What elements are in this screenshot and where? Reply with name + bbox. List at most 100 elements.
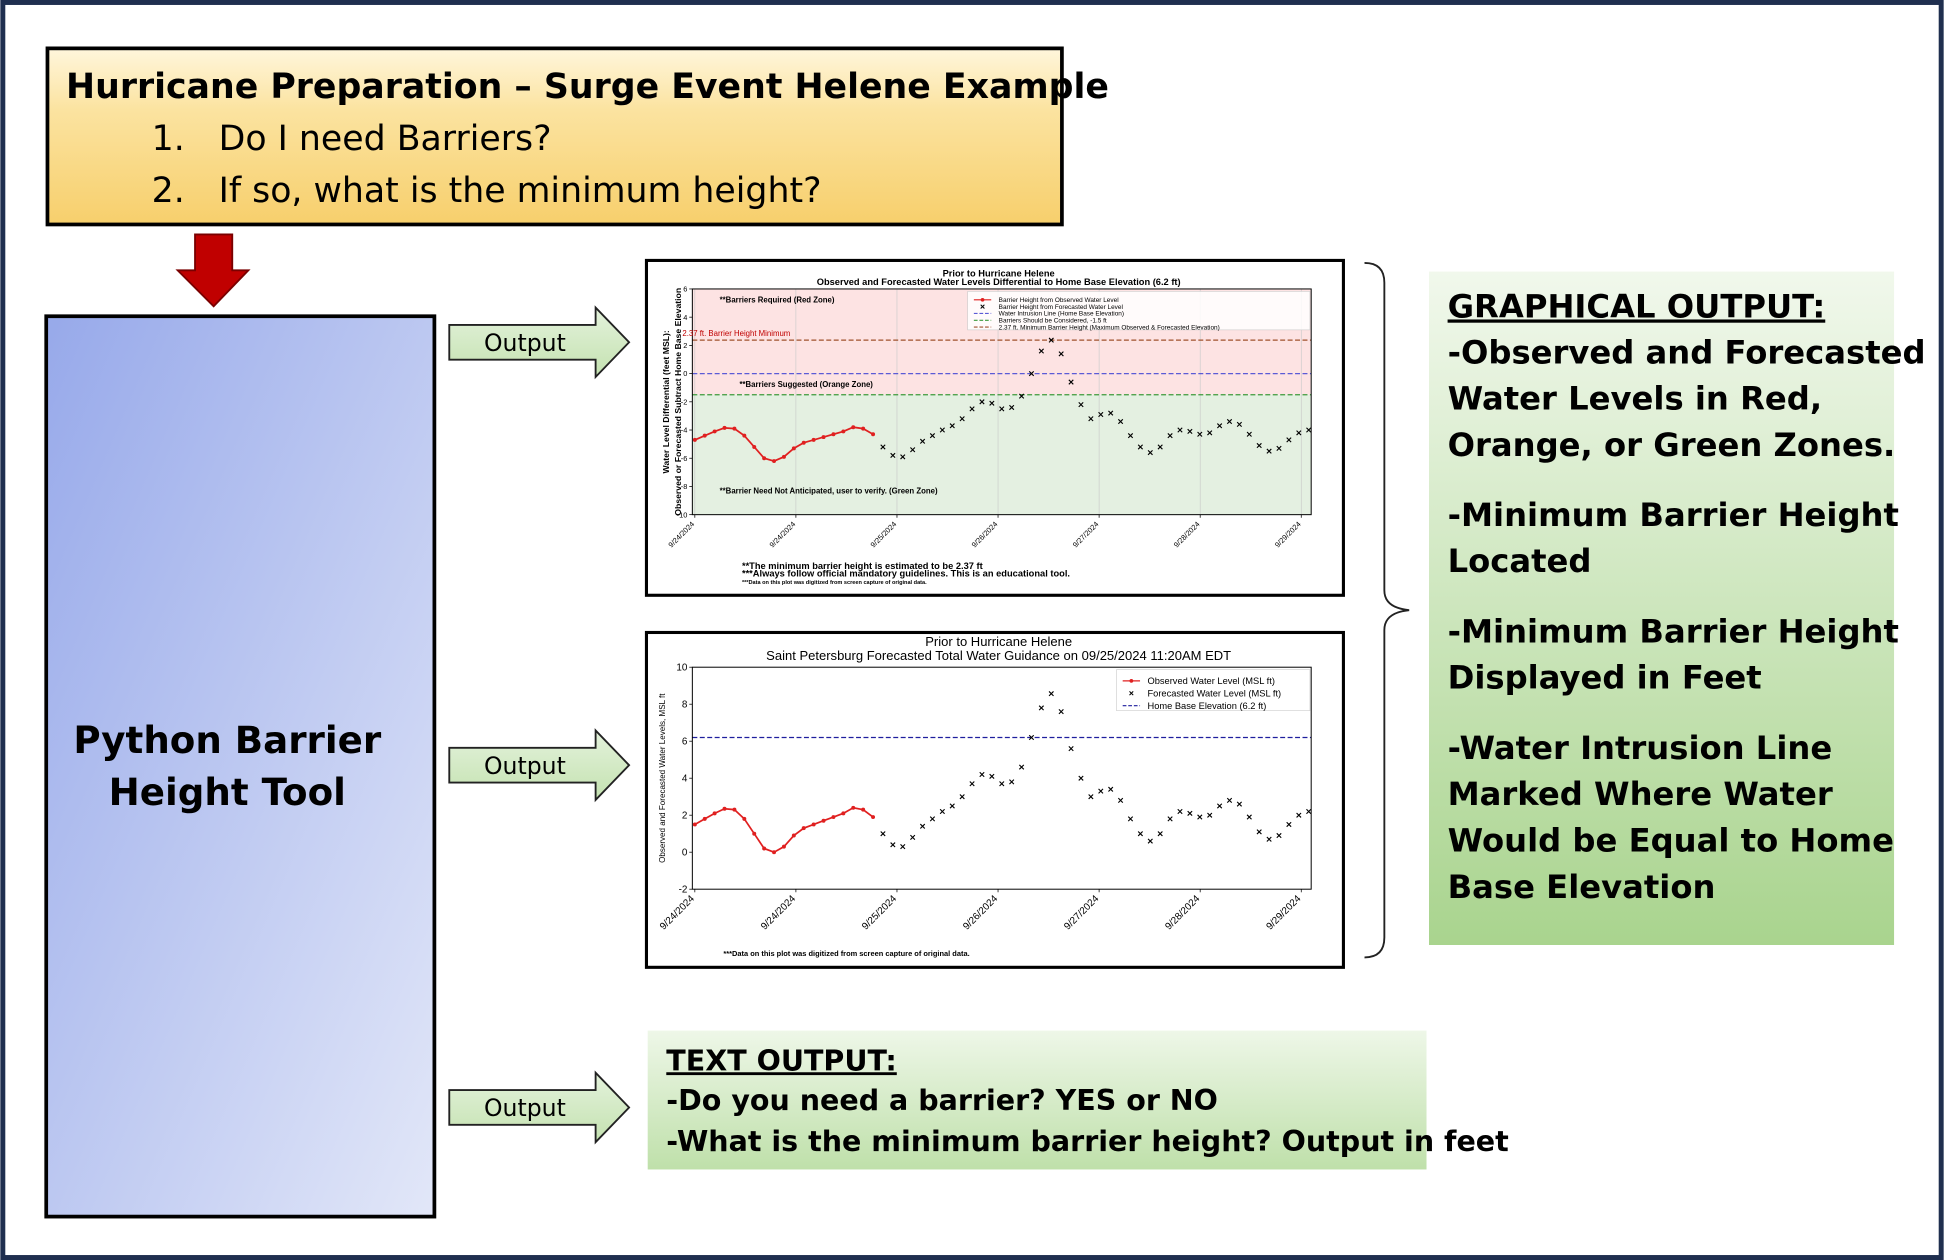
data-point: [1187, 810, 1193, 816]
data-point: [712, 811, 717, 816]
data-point: [1147, 838, 1153, 844]
data-point: [959, 416, 965, 422]
data-point: [1276, 832, 1282, 839]
data-point: [1246, 431, 1252, 437]
data-point: [781, 454, 786, 459]
chart-title: Prior to Hurricane Helene: [925, 634, 1072, 649]
note: ***Data on this plot was digitized from …: [723, 949, 969, 958]
legend-label: Forecasted Water Level (MSL ft): [1147, 689, 1281, 699]
data-point: [1137, 831, 1144, 837]
data-point: [762, 846, 767, 851]
data-point: [821, 818, 826, 823]
data-point: [1197, 431, 1203, 437]
data-point: [1187, 428, 1193, 435]
data-point: [1157, 831, 1163, 837]
data-point: [702, 433, 707, 438]
data-point: [979, 399, 985, 405]
tool-label: Python Barrier: [73, 718, 381, 762]
data-point: [999, 406, 1005, 412]
data-point: [1216, 803, 1223, 809]
panel-line: Located: [1448, 542, 1592, 580]
data-point: [1108, 410, 1114, 416]
legend-label: Barriers Should be Considered, -1.5 ft: [999, 318, 1107, 325]
data-point: [1117, 797, 1124, 804]
panel-line: Orange, or Green Zones.: [1448, 426, 1896, 464]
data-point: [871, 815, 876, 820]
data-point: [772, 850, 777, 855]
data-point: [989, 400, 995, 406]
data-point: [1246, 814, 1252, 820]
data-point: [1117, 418, 1124, 425]
panel-line: -Minimum Barrier Height: [1448, 612, 1899, 650]
output-arrow: Output: [448, 728, 631, 803]
data-point: [969, 781, 975, 787]
list-item: Do I need Barriers?: [219, 119, 552, 159]
data-point: [1266, 448, 1272, 454]
y-tick-label: -6: [681, 454, 688, 463]
data-point: [1207, 812, 1213, 818]
y-tick-label: -8: [681, 482, 688, 491]
chart-subtitle: Observed and Forecasted Water Levels Dif…: [817, 277, 1181, 287]
data-point: [1058, 351, 1064, 357]
data-point: [1256, 442, 1262, 449]
data-point: [1236, 801, 1243, 807]
data-point: [1147, 449, 1153, 456]
data-point: [742, 433, 747, 438]
plot-frame: [691, 288, 1312, 516]
note: **The minimum barrier height is estimate…: [742, 561, 983, 571]
data-point: [1276, 445, 1282, 451]
data-point: [791, 446, 796, 451]
data-point: [1038, 705, 1044, 711]
graphical-output-panel: [1428, 271, 1895, 945]
data-point: [1048, 691, 1054, 697]
chart-title: Prior to Hurricane Helene: [943, 269, 1055, 279]
panel-line: -Minimum Barrier Height: [1448, 496, 1899, 534]
data-point: [752, 444, 757, 449]
data-point: [1226, 797, 1233, 804]
data-point: [811, 822, 816, 827]
y-tick-label: 8: [682, 700, 688, 711]
y-axis-label: Observed or Forecasted Subtract Home Bas…: [673, 288, 683, 516]
data-point: [1009, 779, 1015, 785]
data-point: [919, 823, 926, 829]
data-point: [890, 842, 896, 848]
list-number: 1.: [152, 119, 185, 159]
data-point: [1296, 812, 1302, 818]
list-number: 2.: [152, 171, 185, 211]
annotation: **Barriers Required (Red Zone): [720, 296, 835, 305]
legend-swatch: [980, 297, 985, 302]
y-axis-label: Observed and Forecasted Water Levels, MS…: [658, 693, 667, 863]
note: ***Always follow official mandatory guid…: [742, 569, 1070, 579]
y-tick-label: 6: [683, 285, 687, 294]
y-tick-label: 6: [682, 737, 688, 748]
data-point: [861, 426, 866, 431]
data-point: [959, 794, 965, 800]
data-point: [811, 437, 816, 442]
y-tick-label: 10: [676, 663, 688, 674]
output-arrow: Output: [448, 1070, 631, 1145]
panel-line: Base Elevation: [1448, 868, 1716, 906]
y-tick-label: 2: [682, 811, 688, 822]
data-point: [1157, 444, 1163, 450]
data-point: [1197, 814, 1203, 820]
y-tick-label: -10: [677, 510, 688, 519]
data-point: [1098, 411, 1104, 418]
data-point: [1286, 821, 1292, 828]
data-point: [1177, 808, 1183, 815]
data-point: [851, 425, 856, 430]
zone: [692, 394, 1312, 515]
data-point: [732, 807, 737, 812]
annotation: **Barriers Suggested (Orange Zone): [739, 380, 873, 389]
tool-box: [44, 314, 437, 1219]
data-point: [949, 423, 955, 429]
data-point: [1068, 379, 1074, 385]
data-point: [1167, 816, 1173, 822]
data-point: [821, 435, 826, 440]
data-point: [1038, 348, 1044, 354]
data-point: [781, 844, 786, 849]
data-point: [1216, 423, 1223, 429]
data-point: [851, 805, 856, 810]
data-point: [772, 459, 777, 464]
